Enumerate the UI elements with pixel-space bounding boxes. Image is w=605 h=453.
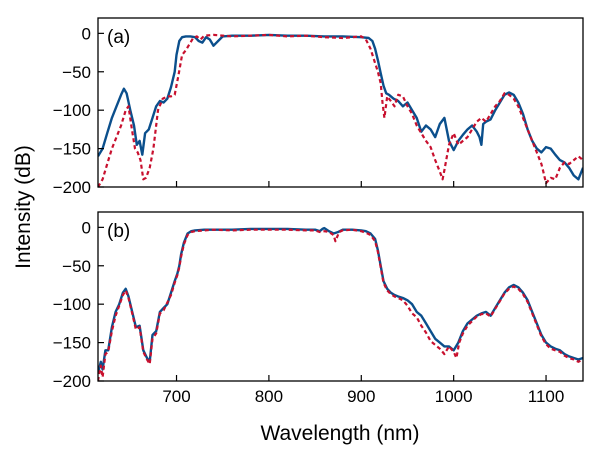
panel-b-ytick-label: −100: [53, 295, 91, 314]
panel-a-dashed-line: [98, 33, 583, 187]
panel-b: 0 −50 −100 −150 −200 700 800 900 1000 1100 (b): [53, 211, 584, 406]
panel-b-ytick-label: −50: [62, 257, 91, 276]
panel-a-ytick-label: −100: [53, 101, 91, 120]
panel-a: 0 −50 −100 −150 −200 (a): [53, 17, 584, 197]
panel-a-ytick-label: −150: [53, 140, 91, 159]
panel-b-label: (b): [107, 221, 130, 242]
panel-a-solid-line: [98, 33, 583, 181]
y-axis-title: Intensity (dB): [12, 145, 35, 269]
panel-b-ytick-label: 0: [82, 218, 91, 237]
panel-b-dashed-line: [98, 228, 583, 381]
x-axis-title: Wavelength (nm): [260, 422, 419, 445]
panel-b-solid-line: [98, 226, 583, 374]
panel-a-ytick-label: −50: [62, 63, 91, 82]
panel-b-xtick-label: 800: [255, 387, 283, 406]
panel-b-xtick-label: 700: [162, 387, 190, 406]
panels: 0 −50 −100 −150 −200 (a) 0 −50 −100 −150 −200 700 80…: [53, 17, 584, 406]
panel-b-xtick-label: 900: [347, 387, 375, 406]
panel-b-frame: [97, 211, 584, 382]
panel-b-ytick-label: −200: [53, 372, 91, 391]
panel-a-label: (a): [107, 27, 130, 48]
panel-a-frame: [97, 17, 584, 188]
panel-b-ytick-label: −150: [53, 334, 91, 353]
panel-b-xtick-label: 1100: [528, 387, 565, 406]
panel-a-ytick-label: 0: [82, 24, 91, 43]
panel-a-ytick-label: −200: [53, 178, 91, 197]
panel-b-xtick-label: 1000: [435, 387, 473, 406]
